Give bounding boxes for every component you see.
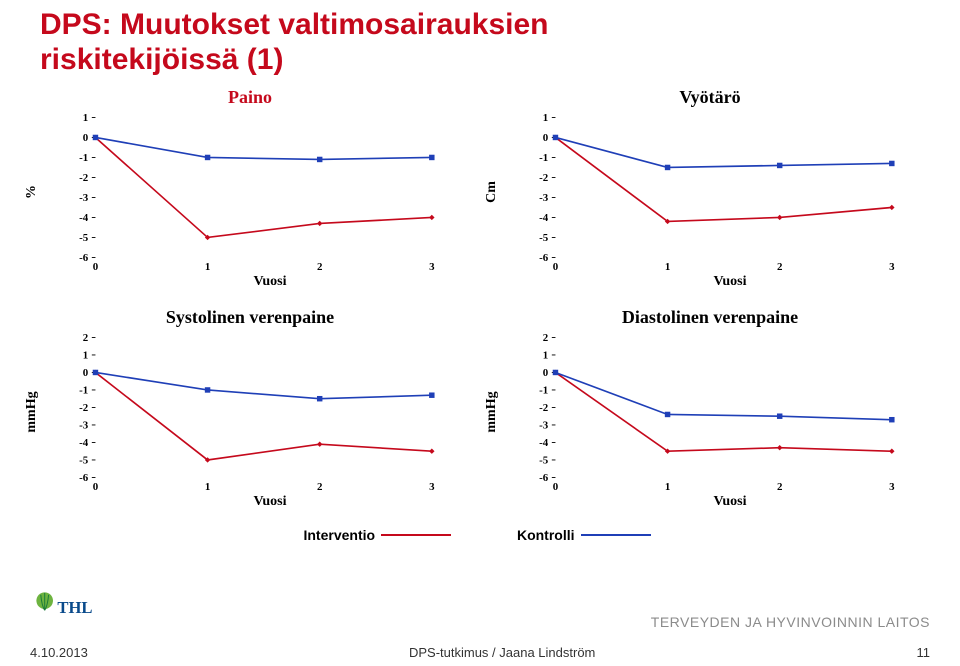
y-axis-label: % (24, 185, 40, 199)
y-axis-label: mmHg (24, 391, 40, 432)
chart-systolinen-verenpaine: Systolinen verenpainemmHg-6-5-4-3-2-1012… (40, 307, 460, 517)
svg-text:1: 1 (205, 261, 210, 272)
svg-text:2: 2 (777, 481, 782, 492)
chart-title: Vyötärö (500, 87, 920, 108)
svg-text:2: 2 (777, 261, 782, 272)
svg-text:-2: -2 (79, 172, 88, 184)
svg-text:3: 3 (889, 481, 895, 492)
svg-text:1: 1 (543, 350, 548, 362)
title-line1: DPS: Muutokset valtimosairauksien (40, 8, 548, 41)
svg-text:1: 1 (543, 112, 548, 124)
svg-text:1: 1 (83, 112, 88, 124)
svg-text:-1: -1 (79, 385, 88, 397)
svg-text:-5: -5 (79, 232, 89, 244)
svg-text:-1: -1 (79, 152, 88, 164)
svg-text:-3: -3 (539, 420, 549, 432)
svg-text:-1: -1 (539, 152, 548, 164)
svg-text:3: 3 (889, 261, 895, 272)
legend: Interventio Kontrolli (0, 517, 960, 549)
svg-text:0: 0 (553, 481, 559, 492)
svg-text:-2: -2 (539, 172, 548, 184)
svg-text:-5: -5 (79, 455, 89, 467)
svg-text:2: 2 (317, 261, 322, 272)
svg-text:1: 1 (665, 481, 670, 492)
x-axis-label: Vuosi (80, 494, 460, 510)
y-axis-label: mmHg (484, 391, 500, 432)
footer-date: 4.10.2013 (30, 645, 88, 660)
svg-text:0: 0 (553, 261, 559, 272)
svg-text:3: 3 (429, 481, 435, 492)
svg-text:0: 0 (543, 367, 549, 379)
chart-plot: mmHg-6-5-4-3-2-10120123 (500, 332, 920, 492)
svg-text:-4: -4 (79, 437, 89, 449)
institute-name: TERVEYDEN JA HYVINVOINNIN LAITOS (0, 614, 960, 630)
title-line2: riskitekijöissä (1) (40, 43, 283, 76)
svg-text:0: 0 (543, 132, 549, 144)
svg-text:2: 2 (317, 481, 322, 492)
svg-text:-5: -5 (539, 232, 549, 244)
svg-text:-3: -3 (79, 420, 89, 432)
svg-text:3: 3 (429, 261, 435, 272)
y-axis-label: Cm (484, 181, 500, 203)
svg-text:-4: -4 (539, 437, 549, 449)
chart-grid: Paino% -6 -5 -4 -3 -2 -1 0 1 0 1 2 3 Vuosi Vyötärö Cm -6… (0, 77, 960, 517)
svg-text:1: 1 (665, 261, 670, 272)
chart-paino: Paino%-6-5-4-3-2-1010123Vuosi (40, 87, 460, 297)
svg-text:0: 0 (93, 481, 99, 492)
svg-text:1: 1 (83, 350, 88, 362)
svg-text:-4: -4 (79, 212, 89, 224)
page-footer: 4.10.2013 DPS-tutkimus / Jaana Lindström… (0, 645, 960, 660)
svg-text:2: 2 (543, 332, 548, 344)
chart-title: Diastolinen verenpaine (500, 307, 920, 328)
svg-text:0: 0 (83, 367, 89, 379)
chart-title: Systolinen verenpaine (40, 307, 460, 328)
svg-text:0: 0 (83, 132, 89, 144)
chart-plot: mmHg-6-5-4-3-2-10120123 (40, 332, 460, 492)
chart-plot: %-6-5-4-3-2-1010123 (40, 112, 460, 272)
chart-diastolinen-verenpaine: Diastolinen verenpainemmHg-6-5-4-3-2-101… (500, 307, 920, 517)
svg-text:-3: -3 (79, 192, 89, 204)
chart-plot: Cm-6-5-4-3-2-1010123 (500, 112, 920, 272)
svg-text:2: 2 (83, 332, 88, 344)
x-axis-label: Vuosi (540, 494, 920, 510)
svg-text:-6: -6 (79, 472, 89, 484)
svg-text:-3: -3 (539, 192, 549, 204)
legend-interventio-line (381, 534, 451, 536)
svg-text:-2: -2 (539, 402, 548, 414)
x-axis-label: Vuosi (80, 274, 460, 290)
svg-text:-1: -1 (539, 385, 548, 397)
svg-text:-6: -6 (539, 252, 549, 264)
footer-page: 11 (917, 645, 931, 660)
svg-text:0: 0 (93, 261, 99, 272)
svg-text:-6: -6 (539, 472, 549, 484)
legend-kontrolli-label: Kontrolli (517, 527, 575, 543)
x-axis-label: Vuosi (540, 274, 920, 290)
page-title: DPS: Muutokset valtimosairauksien riskit… (0, 0, 960, 77)
svg-text:-4: -4 (539, 212, 549, 224)
legend-kontrolli-line (581, 534, 651, 536)
chart-vyötärö: VyötäröCm-6-5-4-3-2-1010123Vuosi (500, 87, 920, 297)
legend-kontrolli: Kontrolli (517, 527, 657, 543)
legend-interventio-label: Interventio (303, 527, 375, 543)
svg-text:-2: -2 (79, 402, 88, 414)
footer-center: DPS-tutkimus / Jaana Lindström (409, 645, 595, 660)
svg-text:1: 1 (205, 481, 210, 492)
legend-interventio: Interventio (303, 527, 457, 543)
chart-title: Paino (40, 87, 460, 108)
svg-text:-5: -5 (539, 455, 549, 467)
svg-text:-6: -6 (79, 252, 89, 264)
